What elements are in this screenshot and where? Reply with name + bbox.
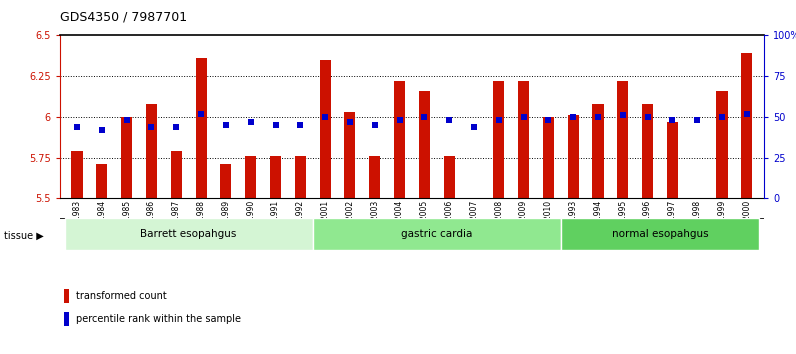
Bar bbox=[741, 53, 752, 198]
Bar bbox=[196, 58, 207, 198]
Bar bbox=[369, 156, 380, 198]
Bar bbox=[345, 112, 356, 198]
Text: transformed count: transformed count bbox=[76, 291, 166, 301]
Bar bbox=[146, 104, 157, 198]
Bar bbox=[543, 117, 554, 198]
Bar bbox=[72, 151, 83, 198]
Bar bbox=[494, 81, 505, 198]
Bar bbox=[220, 164, 232, 198]
Bar bbox=[518, 81, 529, 198]
Bar bbox=[560, 218, 759, 250]
Text: GDS4350 / 7987701: GDS4350 / 7987701 bbox=[60, 11, 187, 24]
Bar bbox=[443, 156, 455, 198]
Bar bbox=[245, 156, 256, 198]
Bar bbox=[394, 81, 405, 198]
Bar bbox=[64, 312, 69, 326]
Text: tissue ▶: tissue ▶ bbox=[4, 230, 44, 240]
Bar bbox=[64, 289, 69, 303]
Bar bbox=[568, 115, 579, 198]
Bar bbox=[692, 198, 703, 221]
Bar bbox=[716, 91, 728, 198]
Bar bbox=[313, 218, 560, 250]
Bar bbox=[468, 198, 479, 221]
Bar bbox=[96, 164, 107, 198]
Bar bbox=[642, 104, 654, 198]
Text: Barrett esopahgus: Barrett esopahgus bbox=[141, 229, 237, 239]
Bar bbox=[319, 60, 330, 198]
Bar bbox=[170, 151, 181, 198]
Text: gastric cardia: gastric cardia bbox=[401, 229, 472, 239]
Bar bbox=[121, 117, 132, 198]
Bar bbox=[592, 104, 603, 198]
Bar bbox=[419, 91, 430, 198]
Bar bbox=[667, 122, 678, 198]
Bar bbox=[64, 218, 313, 250]
Bar bbox=[270, 156, 281, 198]
Bar bbox=[617, 81, 628, 198]
Text: percentile rank within the sample: percentile rank within the sample bbox=[76, 314, 240, 324]
Bar bbox=[295, 156, 306, 198]
Text: normal esopahgus: normal esopahgus bbox=[611, 229, 708, 239]
